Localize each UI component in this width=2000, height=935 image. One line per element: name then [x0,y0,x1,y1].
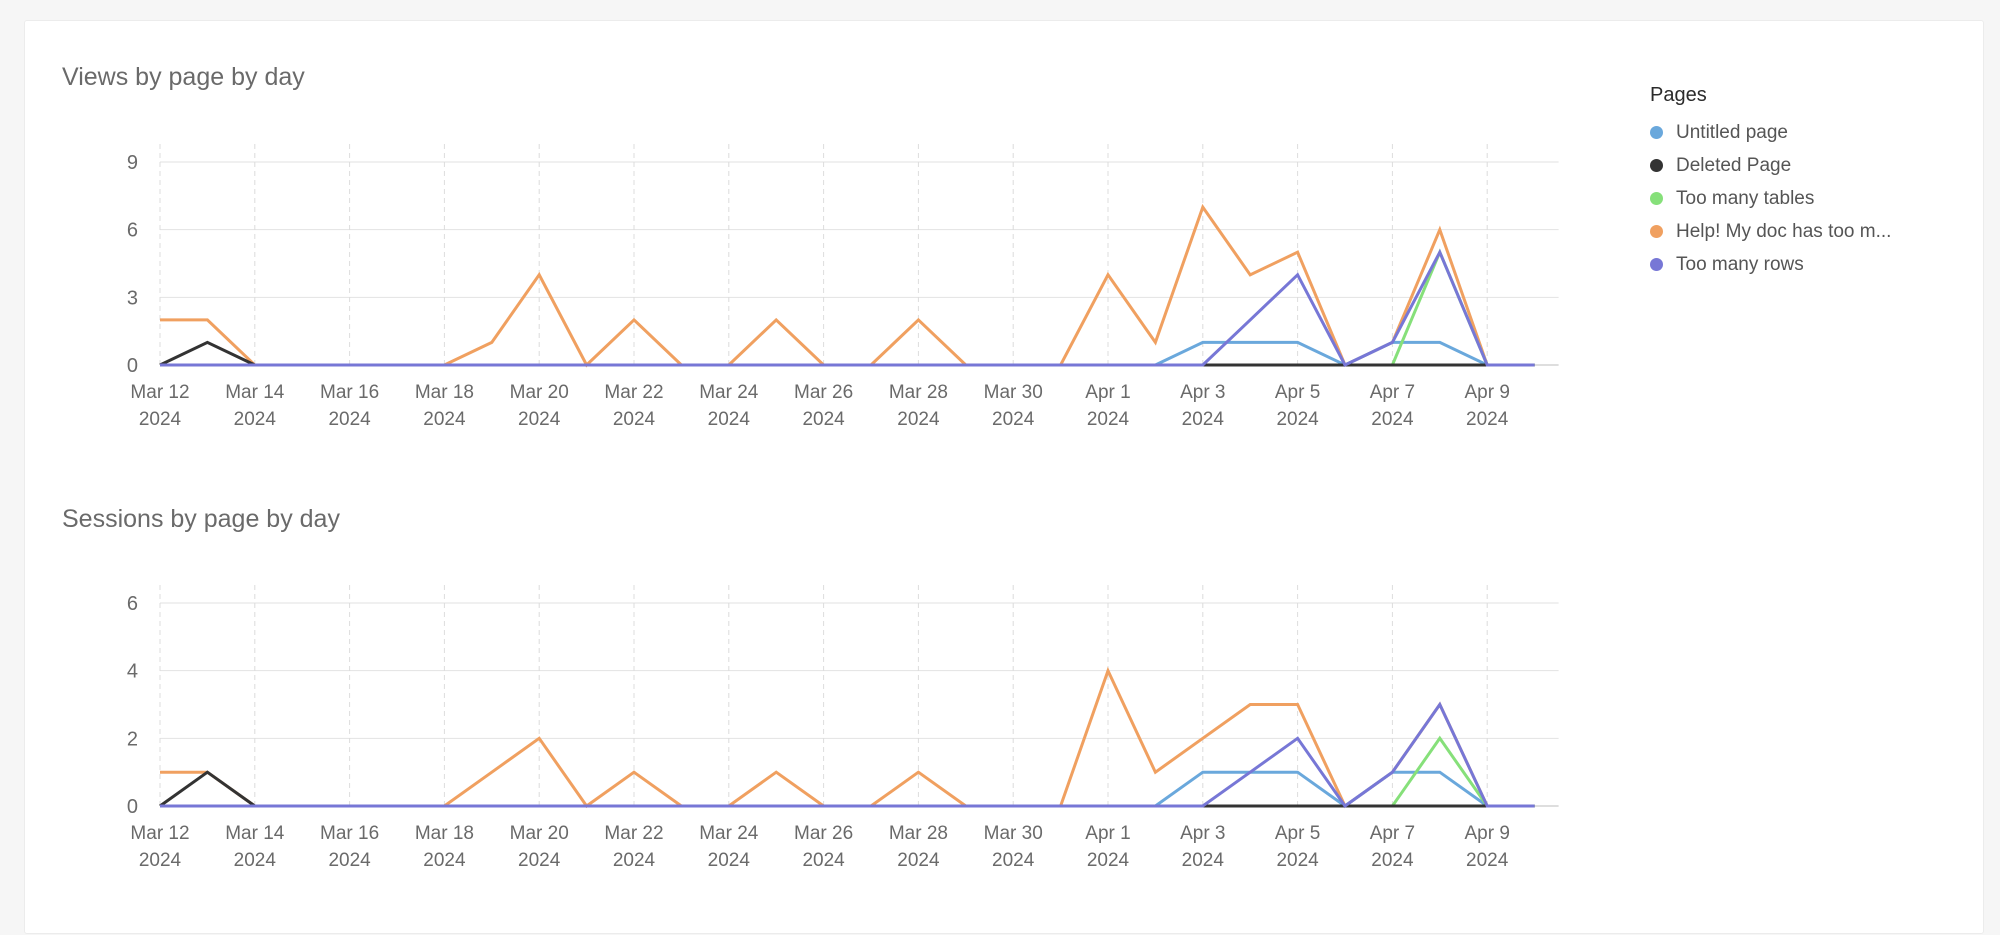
x-tick-label: Mar 28 [889,823,948,844]
legend-title: Pages [1650,84,1707,106]
legend-swatch [1650,159,1663,172]
x-tick-label: Mar 28 [889,382,948,403]
x-tick-year-label: 2024 [613,850,656,871]
x-tick-label: Mar 22 [604,823,663,844]
x-tick-year-label: 2024 [234,850,277,871]
x-tick-year-label: 2024 [423,850,466,871]
sessions-chart-title: Sessions by page by day [62,505,340,533]
legend-swatch [1650,126,1663,139]
y-tick-label: 6 [127,593,138,615]
legend-swatch [1650,225,1663,238]
x-tick-year-label: 2024 [518,850,561,871]
x-tick-label: Apr 9 [1464,823,1509,844]
dashboard-card [24,20,1984,934]
x-tick-label: Apr 5 [1275,382,1320,403]
x-tick-label: Mar 20 [510,382,569,403]
x-tick-label: Mar 14 [225,823,285,844]
y-tick-label: 0 [127,355,138,377]
x-tick-year-label: 2024 [328,850,371,871]
x-tick-label: Mar 26 [794,382,853,403]
legend-label: Help! My doc has too m... [1676,220,1892,242]
x-tick-label: Mar 18 [415,382,474,403]
x-tick-year-label: 2024 [802,409,845,430]
legend-item-untitled-page[interactable]: Untitled page [1650,116,1891,149]
x-tick-year-label: 2024 [1466,409,1509,430]
y-tick-label: 6 [127,220,138,242]
x-tick-year-label: 2024 [1371,850,1414,871]
legend-swatch [1650,258,1663,271]
series-line-help-my-doc-has-too-m [160,203,1535,368]
x-tick-label: Mar 24 [699,382,759,403]
x-tick-year-label: 2024 [1276,409,1319,430]
x-tick-label: Mar 26 [794,823,853,844]
x-tick-year-label: 2024 [1371,409,1414,430]
x-tick-year-label: 2024 [328,409,371,430]
x-tick-year-label: 2024 [518,409,561,430]
series-line-untitled-page [160,770,1535,808]
x-tick-label: Apr 7 [1370,382,1415,403]
y-tick-label: 2 [127,728,138,750]
x-tick-label: Mar 24 [699,823,759,844]
x-tick-year-label: 2024 [1087,850,1130,871]
x-tick-year-label: 2024 [423,409,466,430]
legend-label: Too many rows [1676,253,1804,275]
legend: Pages Untitled page Deleted Page Too man… [1650,84,1891,281]
x-tick-year-label: 2024 [1182,850,1225,871]
views-chart-title: Views by page by day [62,63,305,91]
legend-label: Deleted Page [1676,154,1792,176]
x-tick-year-label: 2024 [992,409,1035,430]
x-tick-year-label: 2024 [139,850,182,871]
x-tick-year-label: 2024 [613,409,656,430]
y-tick-label: 3 [127,287,138,309]
x-tick-year-label: 2024 [708,850,751,871]
legend-label: Too many tables [1676,187,1815,209]
x-tick-label: Mar 16 [320,823,379,844]
x-tick-year-label: 2024 [1466,850,1509,871]
x-tick-year-label: 2024 [897,409,940,430]
x-tick-year-label: 2024 [802,850,845,871]
x-tick-year-label: 2024 [897,850,940,871]
legend-swatch [1650,192,1663,205]
x-tick-label: Apr 3 [1180,823,1225,844]
series-line-untitled-page [160,340,1535,367]
sessions-by-page-chart: 0 2 4 6 Mar 12 2024 Mar 14 2024 Mar 16 2024 Mar 18… [127,585,1559,871]
x-tick-label: Mar 22 [604,382,663,403]
x-tick-label: Mar 14 [225,382,285,403]
legend-item-deleted-page[interactable]: Deleted Page [1650,149,1891,182]
y-tick-label: 9 [127,152,138,174]
x-tick-label: Apr 5 [1275,823,1320,844]
x-tick-label: Mar 18 [415,823,474,844]
x-tick-label: Apr 1 [1085,823,1130,844]
x-tick-year-label: 2024 [708,409,751,430]
x-tick-label: Apr 9 [1464,382,1509,403]
x-tick-label: Apr 1 [1085,382,1130,403]
legend-item-too-many-tables[interactable]: Too many tables [1650,182,1891,215]
legend-item-too-many-rows[interactable]: Too many rows [1650,248,1891,281]
series-line-too-many-tables [160,248,1535,367]
x-tick-label: Mar 12 [130,823,189,844]
x-tick-year-label: 2024 [992,850,1035,871]
x-tick-label: Apr 3 [1180,382,1225,403]
x-tick-year-label: 2024 [1182,409,1225,430]
series-line-too-many-rows [160,701,1535,809]
series-line-deleted-page [159,770,1535,808]
x-tick-label: Mar 16 [320,382,379,403]
views-by-page-chart: 0 3 6 9 Mar 12 2024 Mar 14 2024 Mar 16 2024 Mar 18… [127,144,1559,430]
x-tick-year-label: 2024 [1087,409,1130,430]
legend-label: Untitled page [1676,121,1788,143]
y-tick-label: 4 [127,661,138,683]
legend-item-help-my-doc[interactable]: Help! My doc has too m... [1650,215,1891,248]
x-tick-label: Mar 20 [510,823,569,844]
x-tick-label: Apr 7 [1370,823,1415,844]
x-tick-year-label: 2024 [1276,850,1319,871]
x-tick-year-label: 2024 [234,409,277,430]
series-line-deleted-page [159,340,1535,367]
x-tick-label: Mar 30 [984,823,1043,844]
series-line-too-many-rows [160,248,1535,367]
y-tick-label: 0 [127,796,138,818]
x-tick-label: Mar 30 [984,382,1043,403]
x-tick-label: Mar 12 [130,382,189,403]
x-tick-year-label: 2024 [139,409,182,430]
